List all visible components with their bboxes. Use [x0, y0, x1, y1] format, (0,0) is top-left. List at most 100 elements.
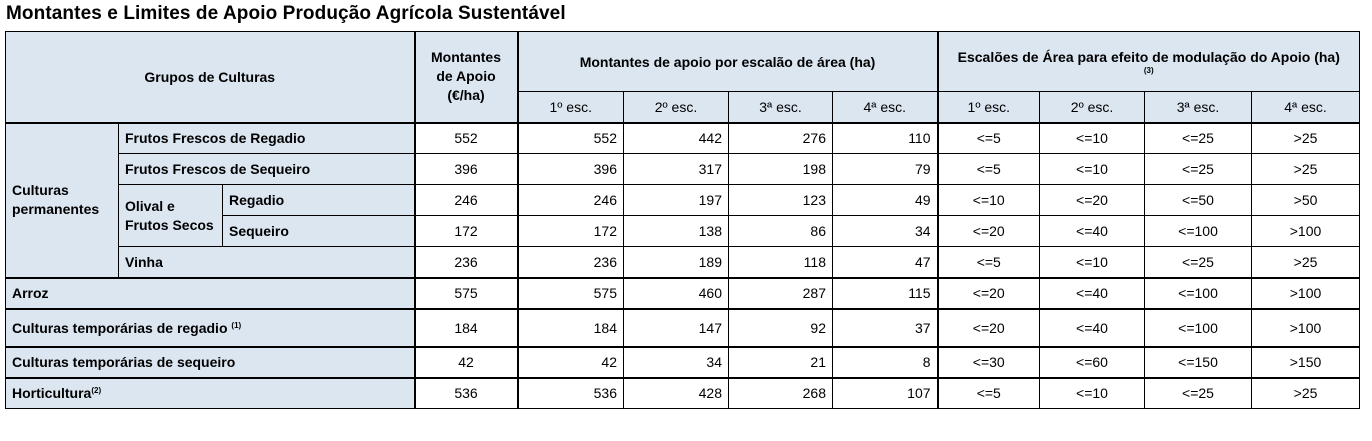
apoio-cell: 428: [623, 377, 729, 409]
escalao-cell: <=100: [1144, 277, 1253, 310]
apoio-cell: 8: [831, 346, 939, 379]
row-label: Sequeiro: [222, 215, 416, 247]
table-row: Vinha 236 236 189 118 47 <=5 <=10 <=25 >…: [6, 246, 1372, 279]
apoio-cell: 442: [623, 122, 729, 154]
escalao-cell: >50: [1251, 184, 1361, 216]
escalao-cell: <=20: [937, 215, 1041, 247]
row-label-cell: Horticultura(2): [5, 377, 416, 409]
montante-cell: 172: [414, 215, 519, 247]
escalao-cell: <=40: [1039, 308, 1146, 348]
row-label: Arroz: [5, 277, 416, 310]
montante-cell: 575: [414, 277, 519, 310]
escalao-cell: >25: [1251, 377, 1361, 409]
escalao-cell: <=5: [937, 153, 1041, 185]
apoio-cell: 42: [517, 346, 624, 379]
escalao-cell: <=10: [1039, 122, 1146, 154]
row-label: Regadio: [222, 184, 416, 216]
escalao-cell: <=30: [937, 346, 1041, 379]
escalao-cell: >25: [1251, 246, 1361, 279]
apoio-cell: 123: [728, 184, 833, 216]
escalao-cell: <=5: [937, 122, 1041, 154]
apoio-cell: 47: [831, 246, 939, 279]
apoio-cell: 189: [623, 246, 729, 279]
table-row: Culturas permanentes Frutos Frescos de R…: [5, 122, 1372, 279]
escalao-cell: <=100: [1144, 215, 1253, 247]
apoio-cell: 118: [728, 246, 833, 279]
table-row: Culturas temporárias de sequeiro 42 42 3…: [5, 346, 1372, 379]
header-mod-esc-1: 1º esc.: [937, 91, 1041, 124]
escalao-cell: <=25: [1144, 246, 1253, 279]
table-row: Frutos Frescos de Sequeiro 396 396 317 1…: [6, 153, 1372, 185]
escalao-cell: >100: [1251, 308, 1361, 348]
row-label: Horticultura: [12, 385, 92, 402]
header-montantes-l2: de Apoio: [436, 68, 496, 85]
row-label: Vinha: [118, 246, 416, 279]
table-row: Culturas temporárias de regadio (1) 184 …: [5, 308, 1372, 348]
header-mod-esc-4: 4ª esc.: [1251, 91, 1361, 124]
escalao-cell: <=20: [937, 277, 1041, 310]
header-esc-1: 1º esc.: [517, 91, 624, 124]
apoio-cell: 34: [623, 346, 729, 379]
apoio-cell: 317: [623, 153, 729, 185]
header-montantes-l1: Montantes: [431, 49, 501, 66]
row-label-cell: Culturas temporárias de regadio (1): [5, 308, 416, 348]
row-note: (2): [91, 386, 102, 396]
header-esc-4: 4ª esc.: [831, 91, 939, 124]
montante-cell: 236: [414, 246, 519, 279]
escalao-cell: <=5: [937, 246, 1041, 279]
table-row: Horticultura(2) 536 536 428 268 107 <=5 …: [5, 377, 1372, 409]
row-label: Culturas temporárias de sequeiro: [5, 346, 416, 379]
escalao-cell: >25: [1251, 153, 1361, 185]
escalao-cell: <=5: [937, 377, 1041, 409]
escalao-cell: <=10: [937, 184, 1041, 216]
header-montantes-l3: (€/ha): [447, 87, 485, 104]
header-esc-2: 2º esc.: [623, 91, 729, 124]
montante-cell: 184: [414, 308, 519, 348]
table-row: Arroz 575 575 460 287 115 <=20 <=40 <=10…: [5, 277, 1372, 310]
apoio-cell: 552: [517, 122, 624, 154]
header-grupos: Grupos de Culturas: [5, 31, 416, 124]
apoio-cell: 49: [831, 184, 939, 216]
montante-cell: 396: [414, 153, 519, 185]
apoio-cell: 115: [831, 277, 939, 310]
apoio-cell: 172: [517, 215, 624, 247]
escalao-cell: <=40: [1039, 215, 1146, 247]
apoio-cell: 197: [623, 184, 729, 216]
escalao-cell: <=20: [937, 308, 1041, 348]
header-modulacao-text: Escalões de Área para efeito de modulaçã…: [957, 48, 1340, 65]
apoio-cell: 21: [728, 346, 833, 379]
header-escalao-area: Montantes de apoio por escalão de área (…: [516, 31, 939, 92]
escalao-cell: <=10: [1039, 377, 1146, 409]
apoio-cell: 79: [831, 153, 939, 185]
escalao-cell: <=100: [1144, 308, 1253, 348]
apoio-cell: 276: [728, 122, 833, 154]
escalao-cell: <=50: [1144, 184, 1253, 216]
apoio-cell: 460: [623, 277, 729, 310]
escalao-cell: >100: [1251, 277, 1361, 310]
support-table: Grupos de Culturas Montantes de Apoio (€…: [5, 31, 1372, 409]
header-modulacao-note: (3): [1143, 65, 1154, 75]
apoio-cell: 536: [517, 377, 624, 409]
header-montantes: Montantes de Apoio (€/ha): [414, 31, 519, 124]
apoio-cell: 147: [623, 308, 729, 348]
header-mod-esc-2: 2º esc.: [1039, 91, 1146, 124]
header-esc-3: 3ª esc.: [728, 91, 833, 124]
escalao-cell: >25: [1251, 122, 1361, 154]
row-label: Frutos Frescos de Regadio: [118, 122, 416, 154]
header-mod-esc-3: 3ª esc.: [1144, 91, 1253, 124]
montante-cell: 246: [414, 184, 519, 216]
group-olival: Olival e Frutos Secos: [118, 184, 223, 247]
escalao-cell: <=25: [1144, 153, 1253, 185]
row-note: (1): [231, 320, 242, 330]
apoio-cell: 287: [728, 277, 833, 310]
escalao-cell: <=10: [1039, 246, 1146, 279]
apoio-cell: 34: [831, 215, 939, 247]
montante-cell: 536: [414, 377, 519, 409]
montante-cell: 552: [414, 122, 519, 154]
row-label: Culturas temporárias de regadio: [12, 319, 228, 336]
apoio-cell: 396: [517, 153, 624, 185]
escalao-cell: <=25: [1144, 122, 1253, 154]
escalao-cell: <=20: [1039, 184, 1146, 216]
apoio-cell: 268: [728, 377, 833, 409]
page-title: Montantes e Limites de Apoio Produção Ag…: [6, 3, 566, 24]
